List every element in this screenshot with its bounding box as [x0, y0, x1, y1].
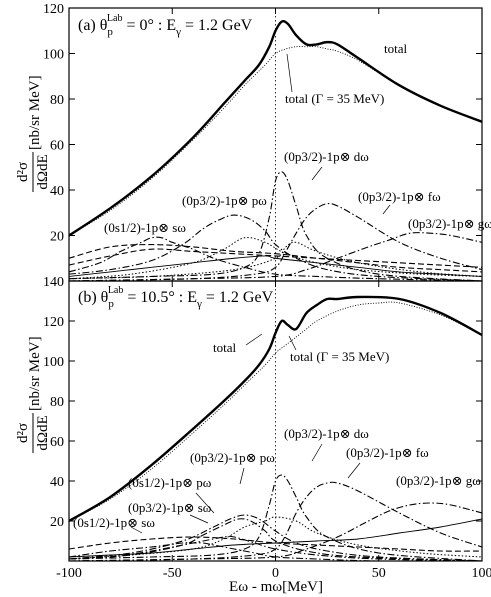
- ytick-label: 120: [43, 2, 64, 17]
- leader-a-d: [311, 166, 323, 181]
- ylabel-unit-a: [nb/sr MeV]: [27, 75, 43, 150]
- panel-b-leaders: [130, 333, 361, 534]
- leader-b-total: [245, 333, 263, 346]
- series-line-dashdot-4: [69, 518, 482, 561]
- ytick-label: 80: [50, 93, 64, 108]
- panel-a-s-label: (0s1/2)-1p⊗ sω: [104, 220, 186, 235]
- series-line-dashed-8: [69, 248, 482, 268]
- leader-a-f: [382, 204, 391, 215]
- panel-b-d-label: (0p3/2)-1p⊗ dω: [284, 426, 369, 441]
- xtick-label: -50: [163, 566, 182, 581]
- series-line-dashdot-5: [69, 514, 482, 561]
- ylabel-frac-num-a: d²σ: [15, 162, 31, 182]
- series-line-solid-thin-9: [69, 255, 482, 277]
- ytick-label: 140: [43, 275, 64, 290]
- series-line-dashdot-6: [69, 232, 482, 281]
- ytick-label: 20: [50, 230, 64, 245]
- panel-a-d-label: (0p3/2)-1p⊗ dω: [284, 149, 369, 164]
- panel-b-s1s-label: (0s1/2)-1p⊗ sω: [73, 515, 155, 530]
- panel-a: 20 40 60 80 100 120 (a) θpLab = 0° : Eγ = 1.2…: [43, 2, 491, 282]
- panel-b-f-label: (0p3/2)-1p⊗ fω: [346, 445, 429, 460]
- y-axis-title-b: d²σ dΩdE [nb/sr MeV]: [15, 336, 51, 453]
- ytick-label: 80: [50, 395, 64, 410]
- panel-a-title: (a) θpLab = 0° : Eγ = 1.2 GeV: [78, 13, 253, 38]
- series-line-solid-thin-10: [69, 518, 482, 558]
- series-line-dotted-10: [69, 237, 482, 280]
- ylabel-frac-den-b: dΩdE: [35, 415, 51, 450]
- x-axis-title: Eω - mω[MeV]: [229, 579, 323, 595]
- panel-a-leaders: [286, 53, 391, 215]
- leader-b-p3p: [239, 467, 245, 485]
- series-line-total-0: [69, 295, 482, 523]
- panel-b-xticks: -100 -50 0 50 100: [56, 281, 491, 581]
- y-axis-title-a: d²σ dΩdE [nb/sr MeV]: [15, 75, 51, 192]
- panel-b-series: [69, 295, 482, 561]
- panel-a-total-label: total: [384, 41, 407, 56]
- panel-a-gamma-label: total (Γ = 35 MeV): [285, 91, 384, 106]
- leader-b-s1p: [195, 492, 215, 514]
- ylabel-frac-den-a: dΩdE: [35, 154, 51, 189]
- xtick-label: -100: [56, 566, 82, 581]
- panel-b-title: (b) θpLab = 10.5° : Eγ = 1.2 GeV: [78, 285, 274, 310]
- leader-b-s1s: [130, 526, 143, 534]
- xtick-label: 50: [372, 566, 386, 581]
- ylabel-frac-num-b: d²σ: [15, 423, 31, 443]
- series-line-dashdot-3: [69, 214, 482, 281]
- series-line-dashdot-2: [69, 542, 482, 561]
- panel-a-p-label: (0p3/2)-1p⊗ pω: [182, 193, 267, 208]
- series-line-dashdot-7: [69, 481, 482, 561]
- panel-b-total-label: total: [213, 340, 236, 355]
- series-line-dashdot-3: [69, 535, 482, 561]
- series-line-gamma-1: [69, 301, 482, 522]
- panel-b-gamma-label: total (Γ = 35 MeV): [290, 349, 389, 364]
- panel-b: 20 40 60 80 100 120 140 -100 -50 0 50 100 (b) θpLa…: [43, 275, 491, 581]
- series-line-dotted-11: [69, 241, 482, 280]
- ylabel-unit-b: [nb/sr MeV]: [27, 336, 43, 411]
- ytick-label: 60: [50, 435, 64, 450]
- ytick-label: 40: [50, 475, 64, 490]
- series-line-dashed-7: [69, 244, 482, 273]
- panel-b-g-label: (0p3/2)-1p⊗ gω: [396, 473, 481, 488]
- ytick-label: 100: [43, 355, 64, 370]
- leader-b-p3s: [189, 514, 209, 524]
- panel-b-p3p-label: (0p3/2)-1p⊗ pω: [190, 450, 275, 465]
- panel-a-g-label: (0p3/2)-1p⊗ gω: [408, 216, 491, 231]
- leader-b-f: [347, 462, 361, 479]
- panel-b-s1p-label: (0s1/2)-1p⊗ pω: [128, 475, 212, 490]
- series-line-total-0: [69, 20, 482, 237]
- ytick-label: 120: [43, 315, 64, 330]
- series-line-dashdot-8: [69, 502, 482, 561]
- xtick-label: 0: [272, 566, 279, 581]
- ytick-label: 20: [50, 515, 64, 530]
- panel-b-p3s-label: (0p3/2)-1p⊗ sω: [128, 500, 212, 515]
- ytick-label: 40: [50, 184, 64, 199]
- leader-b-gamma: [288, 335, 297, 351]
- leader-b-d: [311, 443, 323, 462]
- leader-a-gamma: [286, 53, 293, 93]
- panel-a-f-label: (0p3/2)-1p⊗ fω: [358, 189, 441, 204]
- panel-a-yticks: 20 40 60 80 100 120: [43, 2, 482, 245]
- xtick-label: 100: [472, 566, 491, 581]
- panel-a-series: [69, 20, 482, 281]
- series-line-dashdot-4: [69, 171, 482, 281]
- ytick-label: 100: [43, 48, 64, 63]
- ytick-label: 60: [50, 139, 64, 154]
- panel-b-yticks: 20 40 60 80 100 120 140: [43, 275, 482, 530]
- series-line-dotted-11: [69, 516, 482, 560]
